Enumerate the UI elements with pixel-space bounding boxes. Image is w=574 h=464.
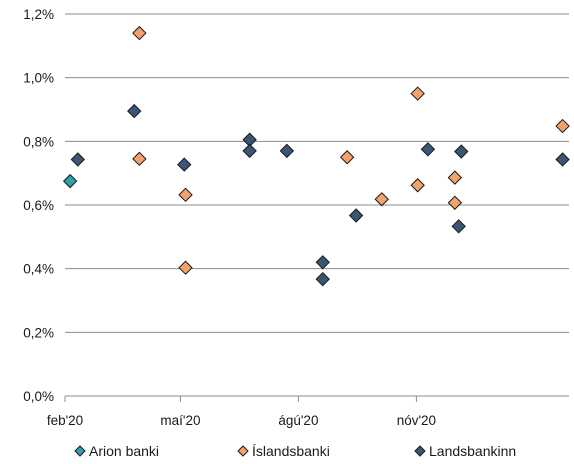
- data-point: [132, 25, 147, 41]
- data-point: [454, 144, 469, 159]
- x-tick-label: feb'20: [47, 413, 83, 428]
- data-point: [127, 103, 142, 119]
- data-point: [410, 86, 425, 101]
- y-tick-label: 1,2%: [23, 7, 54, 22]
- data-point: [315, 255, 330, 270]
- data-point: [178, 260, 193, 275]
- data-point: [447, 170, 463, 185]
- data-point: [451, 219, 466, 234]
- legend-marker: [237, 445, 249, 457]
- legend: Arion banki Íslandsbanki Landsbankinn: [74, 443, 516, 459]
- data-point: [555, 152, 570, 167]
- legend-label: Arion banki: [89, 443, 159, 459]
- data-point: [315, 271, 330, 287]
- legend-label: Íslandsbanki: [252, 443, 330, 459]
- y-tick-label: 1,0%: [23, 71, 54, 86]
- data-point: [279, 143, 295, 159]
- x-axis-ticks: feb'20 maí'20 ágú'20 nóv'20: [47, 396, 436, 428]
- data-point: [447, 195, 463, 210]
- y-axis-ticks: 0,0% 0,2% 0,4% 0,6% 0,8% 1,0% 1,2%: [23, 7, 54, 404]
- data-point: [177, 157, 192, 172]
- grid: [65, 13, 569, 333]
- data-point: [70, 152, 86, 167]
- y-tick-label: 0,6%: [23, 198, 54, 213]
- y-tick-label: 0,0%: [23, 389, 54, 404]
- y-tick-label: 0,4%: [23, 262, 54, 277]
- data-point: [555, 118, 570, 134]
- data-point: [339, 150, 355, 165]
- data-point: [62, 173, 78, 189]
- data-point: [420, 142, 436, 157]
- y-tick-label: 0,8%: [23, 134, 54, 149]
- data-point: [348, 208, 364, 223]
- data-point: [410, 178, 425, 193]
- legend-marker: [414, 445, 426, 457]
- legend-marker: [74, 445, 86, 457]
- x-tick-label: nóv'20: [397, 413, 436, 428]
- data-points: [62, 25, 570, 287]
- legend-label: Landsbankinn: [429, 443, 516, 459]
- y-tick-label: 0,2%: [23, 325, 54, 340]
- x-tick-label: maí'20: [160, 413, 200, 428]
- data-point: [242, 143, 257, 159]
- data-point: [178, 187, 193, 203]
- data-point: [374, 192, 389, 207]
- data-point: [132, 151, 147, 167]
- x-tick-label: ágú'20: [278, 413, 318, 428]
